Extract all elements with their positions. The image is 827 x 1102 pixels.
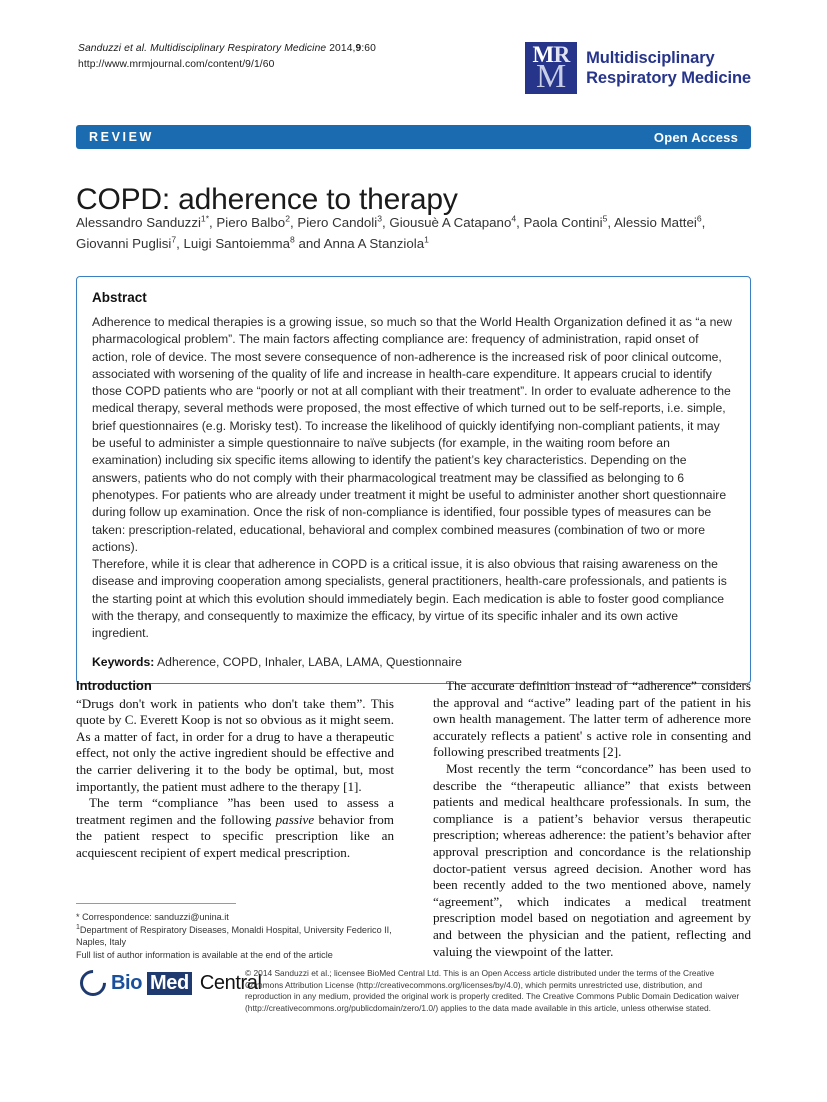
page-title: COPD: adherence to therapy (76, 183, 458, 217)
bmc-med-text: Med (147, 971, 192, 995)
correspondence-label: * Correspondence: (76, 912, 152, 922)
journal-name: Multidisciplinary Respiratory Medicine (586, 48, 751, 88)
copyright-notice: © 2014 Sanduzzi et al.; licensee BioMed … (245, 968, 740, 1013)
body-column-left: Introduction “Drugs don't work in patien… (76, 678, 394, 862)
bmc-circle-icon (74, 964, 112, 1002)
running-head-citation: Sanduzzi et al. Multidisciplinary Respir… (78, 41, 376, 56)
full-author-list-note: Full list of author information is avail… (76, 949, 333, 960)
intro-paragraph-2: The term “compliance ”has been used to a… (76, 795, 394, 861)
journal-logo: MR M Multidisciplinary Respiratory Medic… (525, 42, 751, 94)
abstract-box: Abstract Adherence to medical therapies … (76, 276, 751, 684)
body-column-right: The accurate definition instead of “adhe… (433, 678, 751, 960)
running-head-url[interactable]: http://www.mrmjournal.com/content/9/1/60 (78, 59, 275, 70)
keywords-value: Adherence, COPD, Inhaler, LABA, LAMA, Qu… (157, 654, 462, 669)
affiliation-marker: 1 (76, 923, 80, 931)
affiliation-text: Department of Respiratory Diseases, Mona… (76, 924, 392, 948)
author-list: Alessandro Sanduzzi1*, Piero Balbo2, Pie… (76, 213, 706, 251)
abstract-heading: Abstract (92, 290, 147, 305)
affiliation-line: 1Department of Respiratory Diseases, Mon… (76, 924, 394, 949)
logo-mark-top: MR (532, 42, 570, 67)
intro-paragraph-1: “Drugs don't work in patients who don't … (76, 695, 394, 794)
running-head-journal: Multidisciplinary Respiratory Medicine (150, 43, 327, 54)
intro-p2-part2: behavior from the patient respect to spe… (76, 811, 394, 860)
article-type-banner: REVIEW Open Access (76, 125, 751, 149)
correspondence-email[interactable]: sanduzzi@unina.it (154, 912, 229, 922)
mrm-logo-icon: MR M (525, 42, 578, 95)
abstract-paragraph-1: Adherence to medical therapies is a grow… (92, 315, 732, 554)
footnote-divider (76, 903, 236, 904)
intro-p2-italic: passive (275, 811, 315, 827)
running-head: Sanduzzi et al. Multidisciplinary Respir… (78, 41, 376, 72)
footnote-block: * Correspondence: sanduzzi@unina.it 1Dep… (76, 903, 394, 961)
running-head-article-number: :60 (361, 43, 376, 54)
running-head-volume: 9 (355, 43, 362, 54)
article-type-label: REVIEW (89, 130, 154, 144)
logo-mark-bottom: M (535, 58, 567, 95)
biomed-central-logo: Bio Med Central (74, 964, 262, 1002)
keywords-label: Keywords: (92, 654, 155, 669)
correspondence-line: * Correspondence: sanduzzi@unina.it (76, 911, 394, 924)
intro-paragraph-4: Most recently the term “concordance” has… (433, 760, 751, 959)
open-access-label: Open Access (653, 129, 738, 145)
running-head-authors: Sanduzzi et al. (78, 43, 148, 54)
abstract-paragraph-2: Therefore, while it is clear that adhere… (92, 557, 727, 641)
intro-p2-part1: The term “compliance ”has been used to a… (76, 795, 394, 827)
section-heading-introduction: Introduction (76, 678, 152, 693)
keywords: Keywords: Adherence, COPD, Inhaler, LABA… (92, 654, 735, 671)
intro-paragraph-3: The accurate definition instead of “adhe… (433, 678, 751, 760)
journal-name-line2: Respiratory Medicine (586, 69, 751, 87)
running-head-year: 2014, (329, 43, 356, 54)
bmc-central-text: Central (199, 971, 262, 994)
journal-name-line1: Multidisciplinary (586, 49, 715, 67)
bmc-bio-text: Bio (111, 971, 143, 994)
